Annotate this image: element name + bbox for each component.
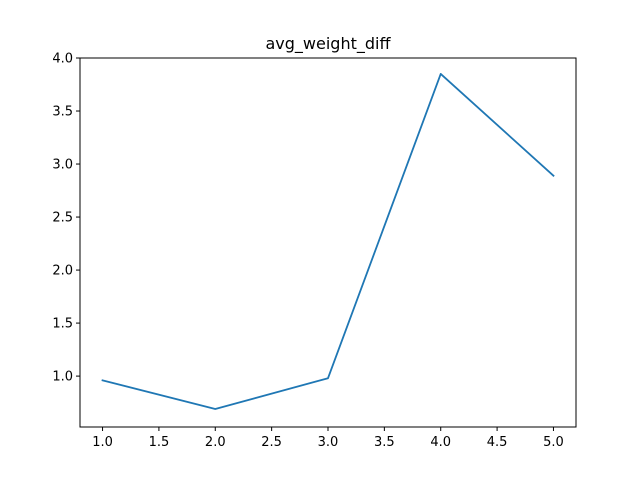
y-axis: 1.0 1.5 2.0 2.5 3.0 3.5 4.0 [52, 52, 80, 385]
plot-area [79, 57, 577, 428]
y-tick-label: 1.5 [52, 317, 73, 332]
y-tick-label: 3.5 [52, 105, 73, 120]
x-tick-label: 4.5 [487, 435, 508, 450]
x-axis: 1.0 1.5 2.0 2.5 3.0 3.5 4.0 4.5 5.0 [92, 427, 564, 450]
x-tick-label: 2.5 [261, 435, 282, 450]
y-tick-label: 2.5 [52, 211, 73, 226]
x-tick-label: 4.0 [430, 435, 451, 450]
y-tick-label: 2.0 [52, 264, 73, 279]
y-tick-label: 3.0 [52, 158, 73, 173]
x-tick-label: 1.0 [92, 435, 113, 450]
y-tick-label: 1.0 [52, 370, 73, 385]
x-tick-label: 3.5 [374, 435, 395, 450]
series-line [101, 73, 555, 410]
x-tick-label: 3.0 [318, 435, 339, 450]
x-tick-label: 1.5 [149, 435, 170, 450]
y-tick-label: 4.0 [52, 52, 73, 67]
x-tick-label: 5.0 [543, 435, 564, 450]
x-tick-label: 2.0 [205, 435, 226, 450]
chart-title: avg_weight_diff [266, 34, 392, 54]
plot-frame [79, 57, 577, 428]
series-layer [101, 73, 555, 410]
